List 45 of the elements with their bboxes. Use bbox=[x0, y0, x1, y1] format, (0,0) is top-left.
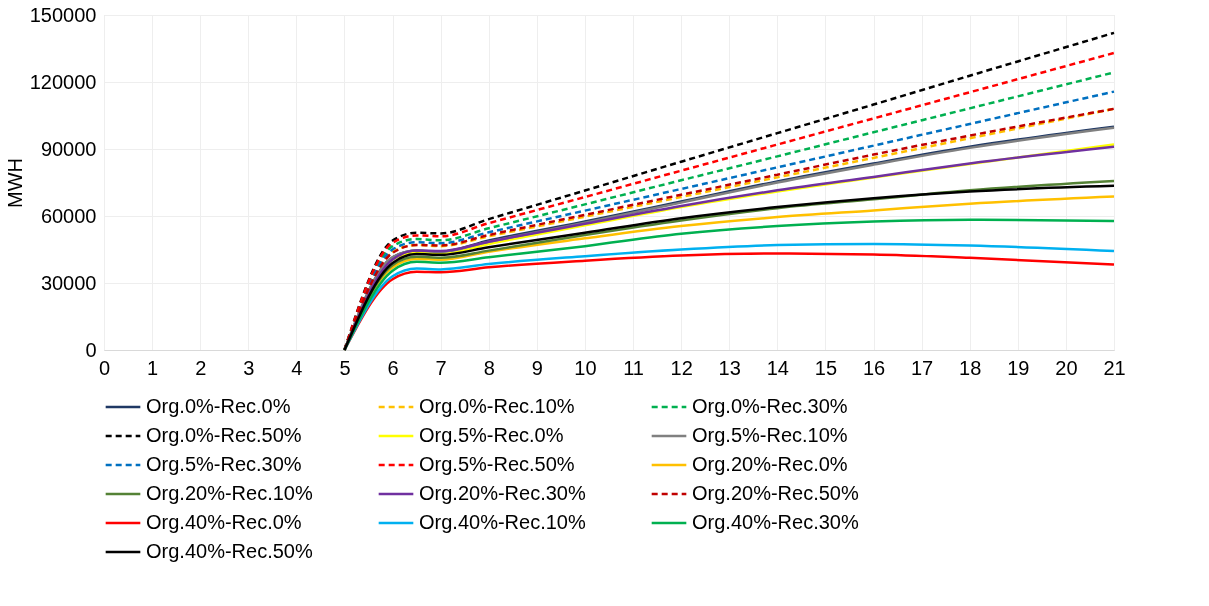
y-tick-label: 60000 bbox=[40, 204, 97, 227]
x-tick-label: 10 bbox=[574, 356, 597, 379]
x-tick-label: 7 bbox=[435, 356, 447, 379]
legend-label: Org.20%-Rec.0% bbox=[692, 453, 848, 475]
x-tick-label: 6 bbox=[387, 356, 399, 379]
legend-label: Org.20%-Rec.50% bbox=[692, 482, 859, 504]
y-tick-label: 0 bbox=[85, 338, 97, 361]
legend-label: Org.0%-Rec.10% bbox=[419, 395, 575, 417]
legend-label: Org.5%-Rec.0% bbox=[419, 424, 564, 446]
x-tick-label: 1 bbox=[147, 356, 159, 379]
x-tick-label: 14 bbox=[766, 356, 789, 379]
x-tick-label: 13 bbox=[718, 356, 741, 379]
legend-label: Org.40%-Rec.50% bbox=[146, 540, 313, 562]
y-tick-label: 150000 bbox=[29, 3, 97, 26]
x-tick-label: 2 bbox=[195, 356, 207, 379]
y-tick-label: 120000 bbox=[29, 70, 97, 93]
y-axis-title: MWH bbox=[3, 158, 26, 208]
legend-label: Org.5%-Rec.50% bbox=[419, 453, 575, 475]
x-tick-label: 21 bbox=[1103, 356, 1126, 379]
legend-label: Org.40%-Rec.30% bbox=[692, 511, 859, 533]
x-tick-label: 0 bbox=[98, 356, 111, 379]
x-tick-label: 5 bbox=[339, 356, 351, 379]
legend-label: Org.0%-Rec.0% bbox=[146, 395, 291, 417]
legend-label: Org.5%-Rec.30% bbox=[146, 453, 302, 475]
y-tick-label: 30000 bbox=[40, 271, 97, 294]
x-tick-label: 4 bbox=[291, 356, 303, 379]
legend-label: Org.20%-Rec.10% bbox=[146, 482, 313, 504]
x-tick-label: 9 bbox=[531, 356, 543, 379]
legend-label: Org.5%-Rec.10% bbox=[692, 424, 848, 446]
y-tick-label: 90000 bbox=[40, 137, 97, 160]
x-tick-label: 12 bbox=[670, 356, 693, 379]
x-tick-label: 15 bbox=[814, 356, 838, 379]
x-tick-label: 11 bbox=[623, 356, 644, 379]
x-tick-label: 17 bbox=[910, 356, 934, 379]
legend-label: Org.40%-Rec.0% bbox=[146, 511, 302, 533]
x-tick-label: 3 bbox=[243, 356, 255, 379]
x-tick-label: 19 bbox=[1007, 356, 1030, 379]
x-tick-label: 8 bbox=[483, 356, 495, 379]
legend-label: Org.20%-Rec.30% bbox=[419, 482, 586, 504]
legend-label: Org.0%-Rec.50% bbox=[146, 424, 302, 446]
x-tick-label: 16 bbox=[862, 356, 886, 379]
legend-label: Org.0%-Rec.30% bbox=[692, 395, 848, 417]
x-tick-label: 18 bbox=[959, 356, 982, 379]
x-tick-label: 20 bbox=[1055, 356, 1078, 379]
legend-label: Org.40%-Rec.10% bbox=[419, 511, 586, 533]
